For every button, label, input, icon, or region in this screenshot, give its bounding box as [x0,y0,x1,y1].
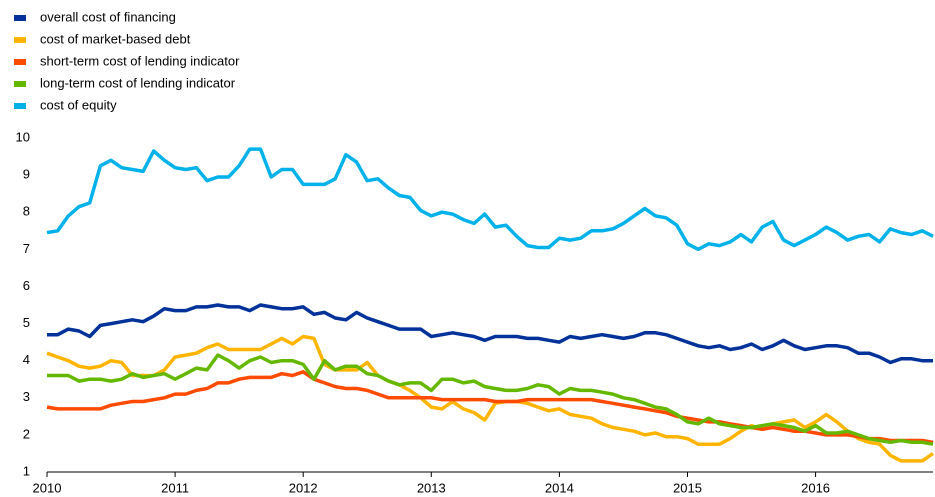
y-tick-label: 4 [23,352,30,367]
legend-swatch [14,15,26,21]
legend-swatch [14,81,26,87]
y-tick-label: 5 [23,315,30,330]
series-line [47,353,934,446]
legend-swatch [14,103,26,109]
legend-label: cost of market-based debt [40,31,191,46]
y-tick-label: 9 [23,167,30,182]
legend-label: long-term cost of lending indicator [40,75,236,90]
series-line [46,147,934,252]
series-line [46,334,935,463]
x-tick-label: 2012 [289,480,318,495]
y-tick-label: 1 [23,463,30,478]
x-tick-label: 2015 [673,480,702,495]
legend-label: short-term cost of lending indicator [40,53,240,68]
y-tick-label: 10 [16,129,30,144]
series-line [47,303,933,365]
x-tick-label: 2010 [33,480,62,495]
legend-swatch [14,37,26,43]
y-tick-label: 3 [23,389,30,404]
y-tick-label: 7 [23,241,30,256]
legend-label: overall cost of financing [40,9,176,24]
x-tick-label: 2013 [417,480,446,495]
series-line [46,370,934,445]
y-tick-label: 2 [23,426,30,441]
legend-swatch [14,59,26,65]
y-tick-label: 6 [23,278,30,293]
y-tick-label: 8 [23,204,30,219]
x-tick-label: 2014 [545,480,574,495]
x-tick-label: 2011 [161,480,189,495]
legend-label: cost of equity [40,97,117,112]
x-tick-label: 2016 [801,480,830,495]
